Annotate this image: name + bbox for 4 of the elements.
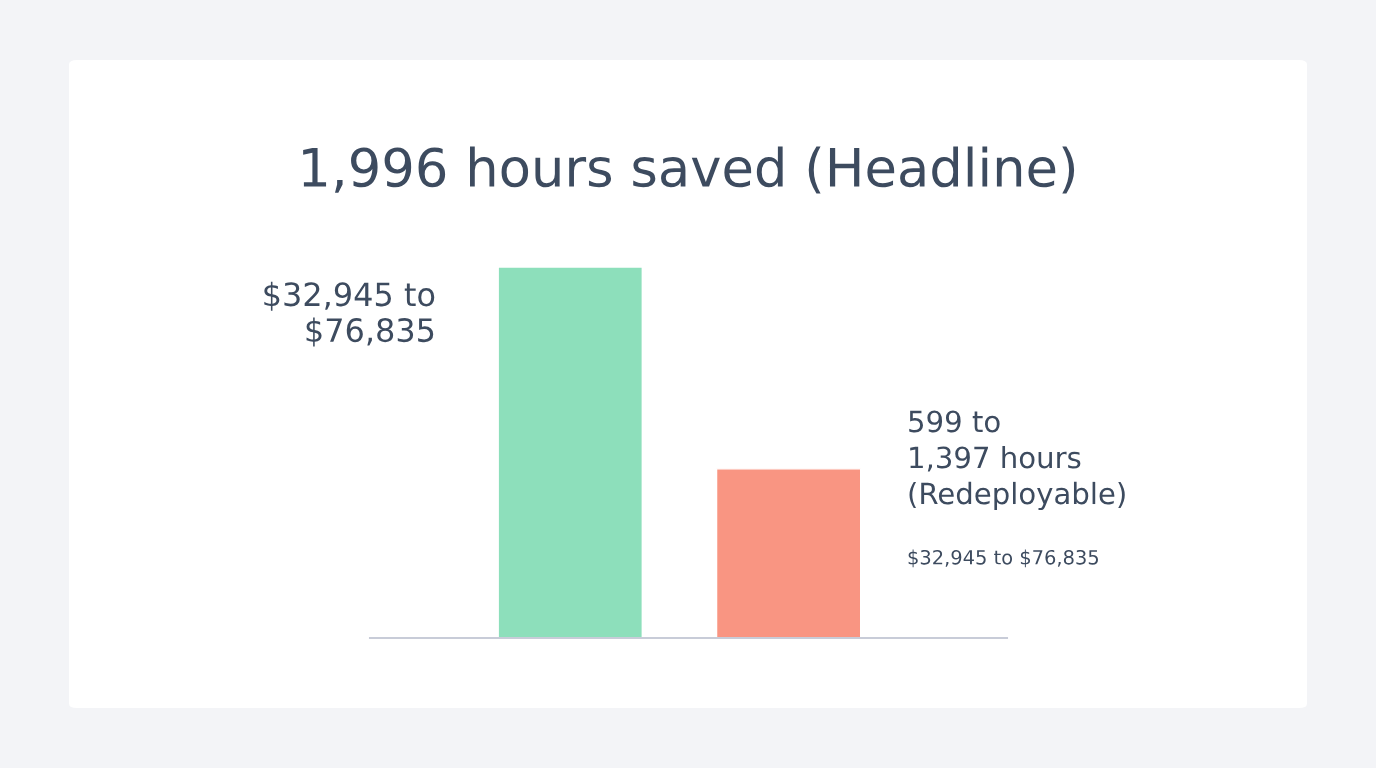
- annotation: $32,945 to $76,835: [264, 281, 435, 347]
- annotation: $32,945 to $76,835: [908, 549, 1098, 568]
- annotation: 599 to 1,397 hours (Redeployable): [909, 410, 1125, 511]
- chart-title: 1,996 hours saved (Headline): [303, 146, 1075, 194]
